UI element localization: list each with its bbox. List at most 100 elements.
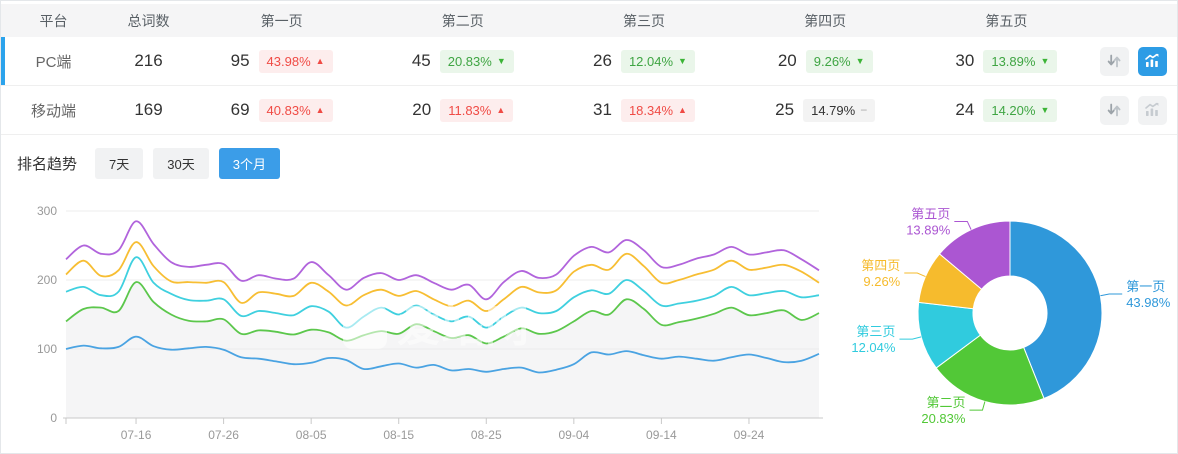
page3-cell: 26 12.04% ▼ — [553, 49, 734, 73]
page5-cell: 30 13.89% ▼ — [916, 49, 1097, 73]
page-count: 24 — [955, 100, 975, 119]
up-arrow-icon: ▲ — [315, 55, 325, 66]
trend-line-chart[interactable]: 0 100 200 300 07-16 07-26 08-05 08-15 08-25 09-04… — [1, 185, 830, 447]
donut-slice-第二页[interactable] — [935, 334, 1045, 406]
sort-arrows-button[interactable] — [1099, 95, 1129, 125]
col-header-total: 总词数 — [127, 12, 170, 29]
range-tabs: 7天 30天 3个月 — [95, 148, 280, 179]
x-axis-label: 07-16 — [121, 428, 152, 442]
trend-chart-button[interactable] — [1137, 95, 1167, 125]
y-axis-label: 300 — [37, 204, 57, 218]
row-actions — [1097, 95, 1177, 125]
page-count: 20 — [777, 51, 797, 70]
table-row-pc[interactable]: PC端 216 95 43.98% ▲ 45 20.83% ▼ 26 12.04% ▼ 20 9.26%… — [1, 37, 1177, 86]
change-badge: 18.34% ▲ — [620, 98, 695, 122]
table-row-mobile[interactable]: 移动端 169 69 40.83% ▲ 20 11.83% ▲ 31 18.34% ▲ 25 14.79… — [1, 86, 1177, 135]
line-series-第三页 — [65, 256, 820, 329]
page-count: 25 — [775, 100, 795, 119]
label-leader-line — [953, 220, 972, 230]
flat-arrow-icon: − — [860, 103, 868, 117]
down-arrow-icon: ▼ — [496, 55, 506, 66]
down-arrow-icon: ▼ — [855, 55, 865, 66]
col-header-page4: 第四页 — [804, 12, 847, 29]
change-pct: 12.04% — [628, 53, 674, 69]
total-words-value: 169 — [134, 100, 163, 119]
table-header: 平台 总词数 第一页 第二页 第三页 第四页 第五页 — [1, 4, 1177, 37]
change-badge: 13.89% ▼ — [983, 49, 1058, 73]
page4-cell: 20 9.26% ▼ — [735, 49, 916, 73]
change-pct: 13.89% — [991, 53, 1036, 69]
change-badge: 12.04% ▼ — [620, 49, 695, 73]
page-count: 30 — [955, 51, 975, 70]
trend-title: 排名趋势 — [17, 156, 78, 173]
x-axis-label: 09-04 — [558, 428, 589, 442]
donut-label-第四页: 第四页 9.26% — [861, 258, 900, 289]
x-axis-label: 08-05 — [296, 428, 327, 442]
label-leader-line — [903, 272, 926, 278]
donut-label-第三页: 第三页 12.04% — [851, 324, 896, 355]
page-count: 26 — [593, 51, 612, 70]
line-series-第五页 — [65, 220, 820, 301]
charts-area: 0 100 200 300 07-16 07-26 08-05 08-15 08-25 09-04… — [1, 185, 1177, 447]
line-series-第一页 — [65, 335, 820, 374]
page4-cell: 25 14.79% − — [735, 98, 916, 122]
up-arrow-icon: ▲ — [315, 104, 325, 115]
col-header-page1: 第一页 — [260, 12, 303, 29]
y-axis-label: 100 — [37, 342, 57, 356]
area-fill-第二页 — [66, 282, 819, 418]
change-badge: 14.79% − — [803, 98, 876, 122]
change-pct: 14.20% — [991, 102, 1036, 118]
change-pct: 20.83% — [447, 53, 492, 69]
donut-label-第一页: 第一页 43.98% — [1126, 279, 1171, 310]
donut-slice-第一页[interactable] — [1009, 220, 1103, 400]
up-down-arrows-icon — [1108, 54, 1121, 68]
tab-3m[interactable]: 3个月 — [218, 148, 280, 179]
page1-cell: 69 40.83% ▲ — [191, 98, 372, 122]
down-arrow-icon: ▼ — [1040, 104, 1050, 115]
total-words-value: 216 — [134, 51, 163, 70]
row-actions — [1097, 46, 1177, 76]
watermark-logo — [343, 305, 387, 349]
tab-30d[interactable]: 30天 — [153, 148, 209, 179]
trend-chart-icon — [1145, 102, 1159, 116]
page-count: 20 — [412, 100, 432, 119]
x-axis-label: 09-14 — [646, 428, 677, 442]
trend-toolbar: 排名趋势 7天 30天 3个月 — [1, 135, 1177, 185]
change-pct: 18.34% — [628, 102, 674, 118]
x-axis-label: 07-26 — [208, 428, 239, 442]
change-badge: 40.83% ▲ — [258, 98, 333, 122]
down-arrow-icon: ▼ — [678, 55, 687, 66]
change-pct: 11.83% — [448, 102, 492, 118]
down-arrow-icon: ▼ — [1040, 55, 1050, 66]
label-leader-line — [899, 336, 921, 340]
up-down-arrows-icon — [1108, 103, 1121, 117]
tab-7d[interactable]: 7天 — [95, 148, 144, 179]
y-axis-label: 0 — [50, 411, 57, 425]
change-pct: 14.79% — [811, 102, 856, 118]
page-count: 95 — [230, 51, 250, 70]
trend-chart-icon — [1145, 53, 1159, 67]
table-body: PC端 216 95 43.98% ▲ 45 20.83% ▼ 26 12.04% ▼ 20 9.26%… — [1, 37, 1177, 135]
watermark-text: 爱站网 — [397, 302, 529, 351]
col-header-page5: 第五页 — [985, 12, 1028, 29]
page1-cell: 95 43.98% ▲ — [191, 49, 372, 73]
page3-cell: 31 18.34% ▲ — [553, 98, 734, 122]
platform-label: 移动端 — [30, 102, 76, 120]
up-arrow-icon: ▲ — [496, 104, 506, 115]
page2-cell: 20 11.83% ▲ — [372, 98, 553, 122]
sort-arrows-button[interactable] — [1099, 46, 1129, 76]
page-count: 31 — [593, 100, 612, 119]
page-count: 69 — [230, 100, 250, 119]
change-pct: 40.83% — [266, 102, 311, 118]
line-series-第四页 — [65, 241, 820, 312]
trend-chart-button[interactable] — [1137, 46, 1167, 76]
x-axis-label: 08-15 — [383, 428, 414, 442]
change-badge: 11.83% ▲ — [440, 98, 514, 122]
x-axis-label: 08-25 — [471, 428, 502, 442]
x-axis-label: 09-24 — [734, 428, 765, 442]
page5-cell: 24 14.20% ▼ — [916, 98, 1097, 122]
change-badge: 20.83% ▼ — [439, 49, 514, 73]
page-distribution-donut[interactable]: 第一页 43.98% 第二页 20.83% 第三页 12.04% 第四页 9.26%第五页 13… — [830, 185, 1177, 447]
donut-slice-第五页[interactable] — [938, 220, 1011, 290]
